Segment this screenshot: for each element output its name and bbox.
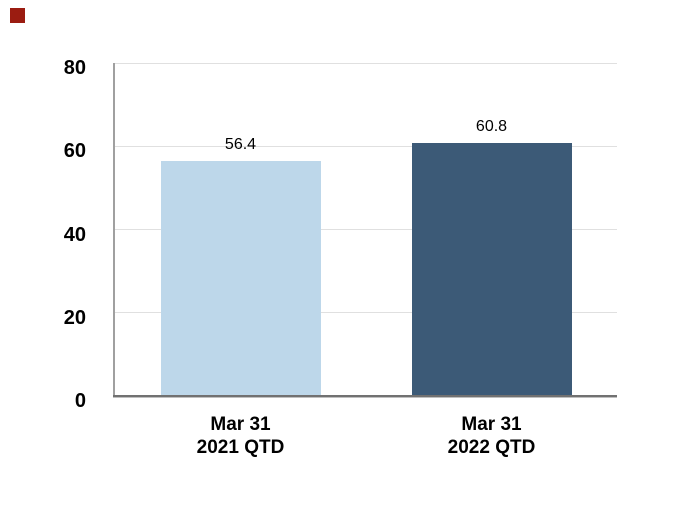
red-corner-marker <box>10 8 25 23</box>
gridline-20 <box>115 312 617 314</box>
y-tick-label: 0 <box>74 390 86 412</box>
x-axis-line <box>113 395 617 397</box>
x-category-label: Mar 31 2022 QTD <box>447 414 536 458</box>
gridline-40 <box>115 229 617 230</box>
bar-2 <box>411 142 572 396</box>
bar-value-label: 56.4 <box>224 136 257 154</box>
bar-value-label: 60.8 <box>475 117 508 135</box>
y-tick-label: 80 <box>63 57 86 79</box>
y-tick-label: 60 <box>63 140 86 163</box>
gridline-60 <box>115 145 617 147</box>
gridline-80 <box>115 62 617 64</box>
x-category-label: Mar 31 2021 QTD <box>196 414 285 458</box>
bar-1 <box>160 161 321 396</box>
y-axis-line <box>113 63 115 397</box>
y-tick-label: 40 <box>63 223 86 246</box>
y-tick-label: 20 <box>63 306 86 329</box>
